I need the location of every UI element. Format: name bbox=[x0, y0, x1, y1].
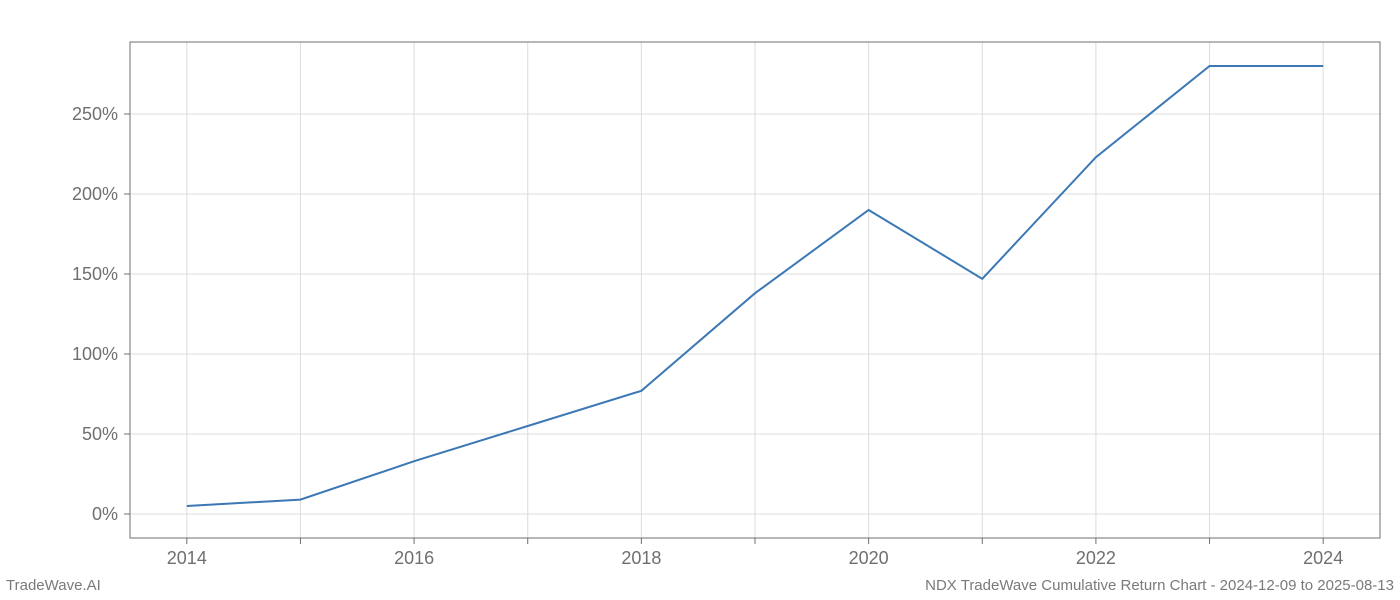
x-tick-label: 2014 bbox=[167, 548, 207, 568]
x-tick-label: 2020 bbox=[849, 548, 889, 568]
y-tick-label: 250% bbox=[72, 104, 118, 124]
y-tick-label: 100% bbox=[72, 344, 118, 364]
x-tick-label: 2024 bbox=[1303, 548, 1343, 568]
x-tick-label: 2016 bbox=[394, 548, 434, 568]
y-tick-label: 50% bbox=[82, 424, 118, 444]
chart-svg: 2014 2016 2018 2020 2022 2024 0% 50% 100% 150% 200… bbox=[0, 0, 1400, 600]
footer-caption: NDX TradeWave Cumulative Return Chart - … bbox=[925, 577, 1394, 594]
x-tick-label: 2018 bbox=[621, 548, 661, 568]
footer-brand: TradeWave.AI bbox=[6, 577, 101, 594]
chart-bg bbox=[0, 0, 1400, 600]
x-tick-label: 2022 bbox=[1076, 548, 1116, 568]
line-chart: 2014 2016 2018 2020 2022 2024 0% 50% 100% 150% 200… bbox=[0, 0, 1400, 600]
y-tick-label: 200% bbox=[72, 184, 118, 204]
y-tick-label: 150% bbox=[72, 264, 118, 284]
y-tick-label: 0% bbox=[92, 504, 118, 524]
